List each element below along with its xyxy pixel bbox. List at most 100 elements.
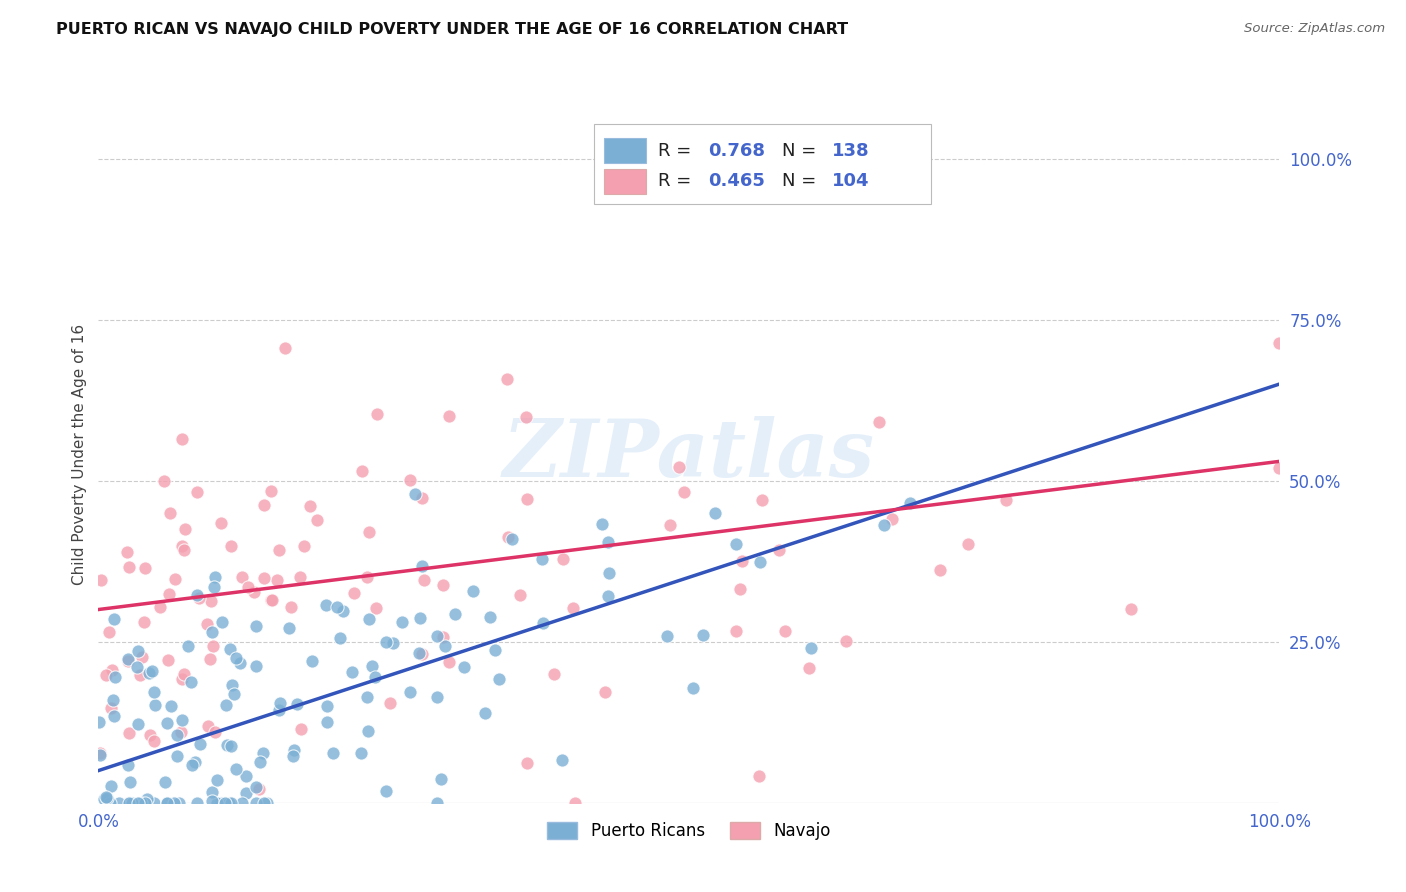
Point [173,666,195,681]
Point [957,537,980,551]
Point [332,604,354,618]
Point [231,570,253,584]
Point [101,663,124,677]
Point [128,668,150,682]
Point [153,474,176,488]
Point [443,607,465,622]
Point [278,621,301,635]
Point [225,762,247,776]
Text: 0.465: 0.465 [707,172,765,191]
Point [773,624,796,638]
Text: PUERTO RICAN VS NAVAJO CHILD POVERTY UNDER THE AGE OF 16 CORRELATION CHART: PUERTO RICAN VS NAVAJO CHILD POVERTY UND… [56,22,848,37]
Point [898,496,921,510]
Point [724,537,747,551]
Point [118,726,141,740]
Point [290,722,312,736]
Point [267,543,290,558]
Point [280,600,302,615]
Point [724,624,747,638]
Point [142,733,165,747]
Point [426,690,449,704]
Y-axis label: Child Poverty Under the Age of 16: Child Poverty Under the Age of 16 [72,325,87,585]
Point [245,780,267,795]
Point [118,559,141,574]
Point [252,746,274,760]
Point [409,611,432,625]
Point [411,559,433,574]
Point [704,506,727,520]
Text: R =: R = [658,142,697,160]
Point [316,715,339,730]
Point [89,747,111,761]
Point [127,644,149,658]
Point [215,738,238,752]
Point [235,769,257,783]
Point [181,758,204,772]
Point [411,491,433,505]
Point [343,586,366,600]
Point [551,753,574,767]
Point [668,459,690,474]
Point [748,769,770,783]
Text: Source: ZipAtlas.com: Source: ZipAtlas.com [1244,22,1385,36]
Point [269,696,291,710]
Point [201,784,224,798]
Point [205,796,228,810]
Point [167,796,190,810]
Point [166,728,188,742]
Point [166,748,188,763]
Point [564,796,586,810]
Point [340,665,363,679]
Point [201,794,224,808]
Point [657,629,679,643]
Point [478,610,501,624]
Point [496,372,519,386]
Point [307,513,329,527]
Point [315,598,337,612]
Point [591,516,613,531]
Point [101,693,124,707]
Point [375,784,398,798]
Point [200,594,222,608]
Point [496,530,519,544]
Point [247,782,270,797]
Point [411,648,433,662]
Point [245,658,267,673]
Point [281,749,304,764]
Point [93,792,115,806]
Point [121,796,143,810]
Point [118,775,141,789]
Point [156,796,179,810]
Point [437,655,460,669]
Point [260,593,283,607]
Point [768,543,790,558]
Point [873,517,896,532]
Point [728,582,751,596]
Point [143,685,166,699]
Point [299,500,322,514]
Point [360,658,382,673]
Point [673,484,696,499]
Point [245,796,267,810]
Point [157,587,180,601]
Point [799,661,821,675]
Point [117,758,139,772]
Point [484,642,506,657]
Point [356,570,378,584]
Point [598,590,620,604]
Text: R =: R = [658,172,697,191]
Point [259,483,281,498]
Point [118,796,141,810]
Point [430,772,453,787]
Point [366,407,388,421]
Text: N =: N = [782,172,823,191]
Point [132,615,155,629]
Point [218,642,240,657]
Point [301,654,323,668]
Point [104,670,127,684]
Point [231,796,253,810]
Point [543,667,565,681]
Point [153,774,176,789]
Point [170,714,193,728]
FancyBboxPatch shape [605,138,647,163]
